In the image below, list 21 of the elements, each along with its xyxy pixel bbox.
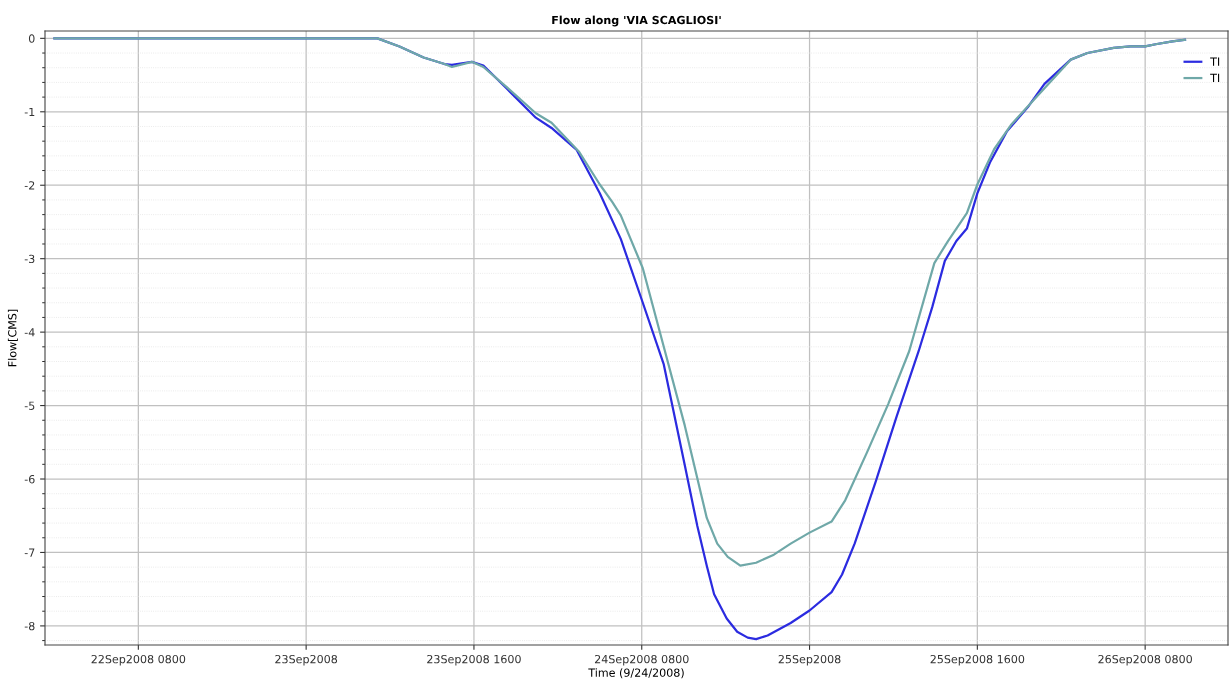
y-tick-label: -7 [24,548,35,557]
y-tick-label: -5 [24,401,35,410]
x-tick-label: 25Sep2008 [778,654,841,666]
x-tick-label: 24Sep2008 0800 [594,654,689,666]
x-tick-label: 23Sep2008 1600 [427,654,521,666]
y-tick-label: -8 [24,621,35,631]
y-axis-title: Flow[CMS] [7,309,18,367]
y-tick-label: -2 [24,181,35,190]
legend-label: TI [1210,73,1220,82]
y-tick-label: -4 [24,328,35,337]
x-axis-title: Time (9/24/2008) [588,668,684,679]
chart-title: Flow along 'VIA SCAGLIOSI' [552,15,721,27]
x-tick-label: 23Sep2008 [275,654,338,666]
x-tick-label: 25Sep2008 1600 [930,654,1025,666]
y-tick-label: -3 [24,254,35,264]
x-tick-label: 22Sep2008 0800 [91,654,186,666]
y-tick-label: -1 [24,107,35,117]
y-tick-label: -6 [24,474,35,484]
y-tick-label: 0 [28,34,35,43]
x-tick-label: 26Sep2008 0800 [1098,654,1192,666]
legend-label: TI [1210,57,1220,66]
